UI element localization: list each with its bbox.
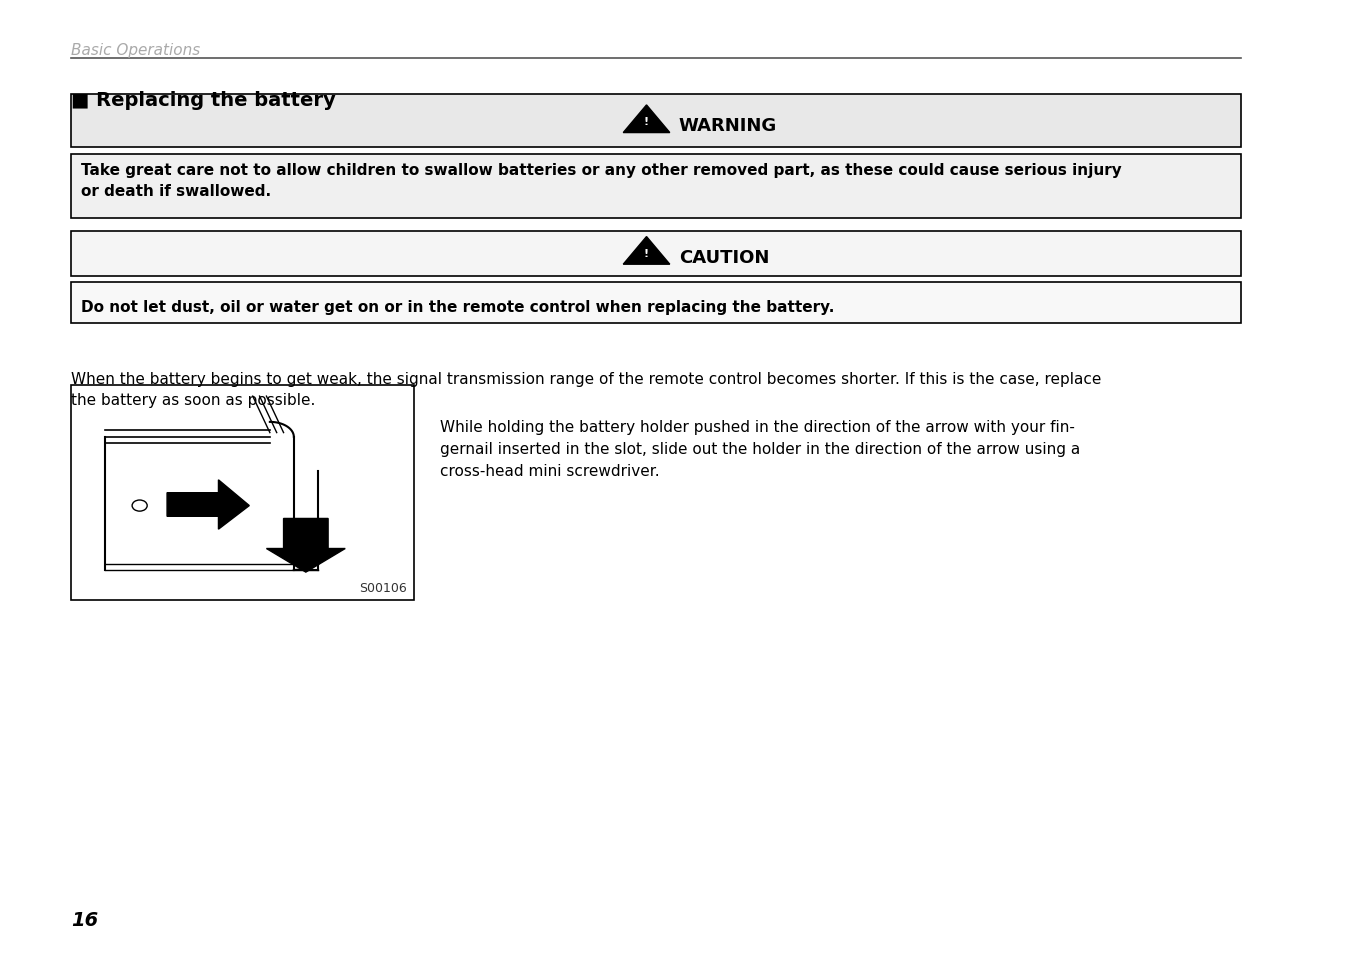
Text: While holding the battery holder pushed in the direction of the arrow with your : While holding the battery holder pushed … bbox=[439, 419, 1080, 478]
Text: 16: 16 bbox=[72, 910, 99, 929]
Text: !: ! bbox=[644, 249, 649, 258]
FancyBboxPatch shape bbox=[72, 95, 1241, 148]
FancyBboxPatch shape bbox=[72, 154, 1241, 219]
FancyBboxPatch shape bbox=[72, 232, 1241, 276]
Text: Do not let dust, oil or water get on or in the remote control when replacing the: Do not let dust, oil or water get on or … bbox=[81, 299, 834, 314]
Text: !: ! bbox=[644, 117, 649, 127]
Text: ■ Replacing the battery: ■ Replacing the battery bbox=[72, 91, 335, 110]
Polygon shape bbox=[623, 106, 669, 133]
Polygon shape bbox=[623, 237, 669, 265]
Text: CAUTION: CAUTION bbox=[679, 249, 769, 266]
FancyBboxPatch shape bbox=[72, 386, 414, 600]
Text: When the battery begins to get weak, the signal transmission range of the remote: When the battery begins to get weak, the… bbox=[72, 372, 1102, 408]
Polygon shape bbox=[168, 480, 249, 530]
Polygon shape bbox=[266, 518, 345, 573]
FancyBboxPatch shape bbox=[72, 283, 1241, 324]
Text: S00106: S00106 bbox=[360, 581, 407, 595]
Text: Take great care not to allow children to swallow batteries or any other removed : Take great care not to allow children to… bbox=[81, 163, 1122, 199]
Text: WARNING: WARNING bbox=[679, 117, 777, 134]
Text: Basic Operations: Basic Operations bbox=[72, 43, 200, 58]
